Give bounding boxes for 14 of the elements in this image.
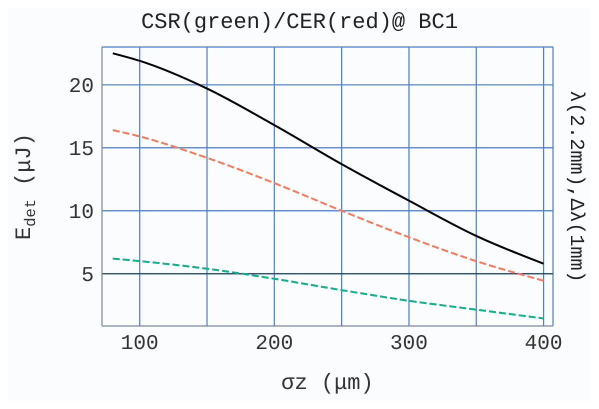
x-tick-label: 100 <box>120 332 159 356</box>
x-tick-label: 300 <box>390 332 428 356</box>
line-series <box>112 258 545 320</box>
x-tick-label: 200 <box>255 332 294 356</box>
x-tick-label: 400 <box>524 332 562 356</box>
line-series <box>112 129 545 282</box>
chart-title: CSR(green)/CER(red)@ BC1 <box>140 10 459 35</box>
y-tick-label: 20 <box>68 76 94 100</box>
y-tick-label: 5 <box>81 265 94 288</box>
y2-axis-title: λ(2.2mm),Δλ(1mm) <box>563 89 587 285</box>
line-series <box>112 52 545 265</box>
y-tick-label: 15 <box>68 139 94 162</box>
x-axis-title: σz (μm) <box>281 371 374 396</box>
y-tick-label: 10 <box>68 202 94 226</box>
